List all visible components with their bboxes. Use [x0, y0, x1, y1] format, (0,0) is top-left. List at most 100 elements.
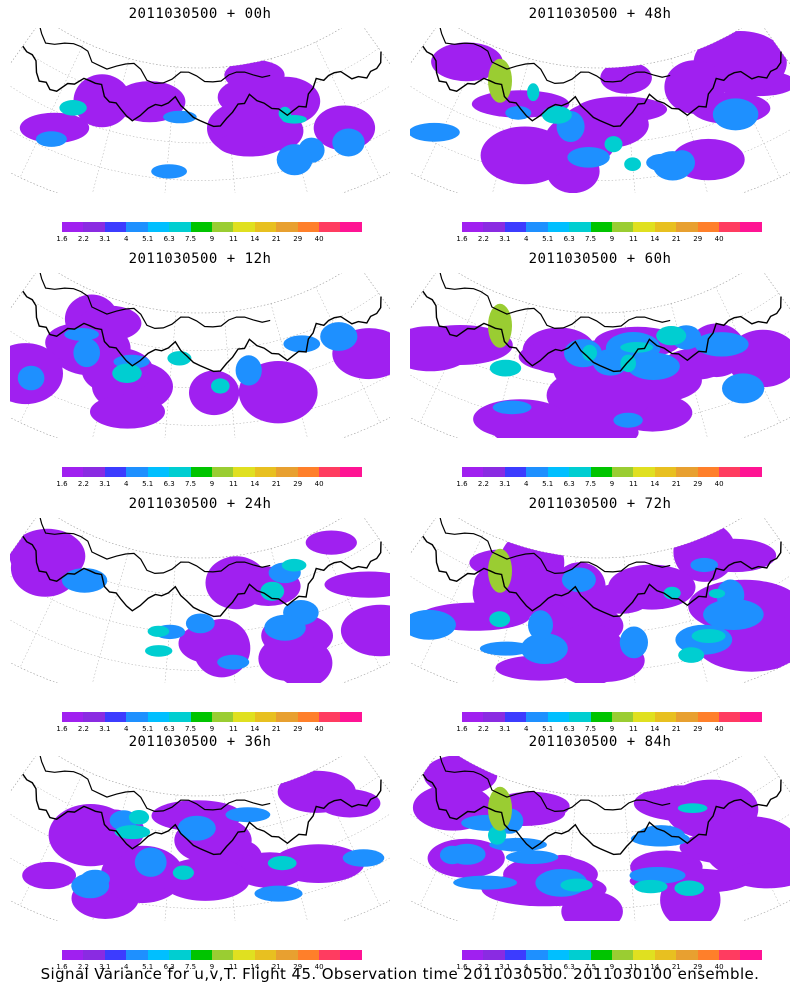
field-region-high	[112, 363, 142, 383]
coastline	[22, 773, 382, 856]
variance-field	[410, 521, 790, 683]
colorbar-swatch	[62, 950, 84, 960]
colorbar-tick-label: 9	[209, 480, 215, 488]
colorbar-swatch	[211, 222, 234, 232]
map-plot	[410, 756, 790, 921]
colorbar-swatch	[62, 222, 84, 232]
colorbar-tick-label: 21	[671, 235, 681, 243]
colorbar-tick-label: 4	[524, 235, 529, 243]
field-region-mid	[629, 867, 686, 884]
colorbar-tick-label: 6.3	[563, 963, 575, 971]
colorbar-swatch	[697, 950, 720, 960]
colorbar-swatch	[211, 467, 234, 477]
coastline-north	[439, 756, 671, 813]
colorbar-swatch	[547, 712, 570, 722]
colorbar-tick-label: 3.1	[499, 963, 511, 971]
colorbar-swatch	[504, 712, 527, 722]
colorbar-swatch	[340, 950, 362, 960]
panel-title: 2011030500 + 60h	[528, 251, 672, 267]
colorbar-tick-label: 29	[693, 235, 703, 243]
field-region-mid	[17, 365, 45, 391]
colorbar	[62, 467, 362, 477]
colorbar-swatch	[483, 950, 505, 960]
colorbar-tick-label: 5.1	[142, 963, 154, 971]
colorbar-tick-label: 7.5	[184, 963, 197, 971]
field-region-low	[73, 74, 131, 128]
field-region-mid	[177, 815, 216, 841]
colorbar-swatch	[104, 950, 127, 960]
field-region-low	[324, 571, 390, 598]
field-region-mid	[151, 164, 188, 179]
field-region-high	[674, 880, 705, 896]
panel-title: 2011030500 + 48h	[528, 6, 672, 22]
field-region-high	[708, 588, 726, 599]
colorbar-tick-label: 1.6	[56, 963, 68, 971]
longitude-gridline	[623, 794, 636, 921]
colorbar-swatch	[83, 467, 105, 477]
colorbar-tick-label: 3.1	[99, 725, 111, 733]
colorbar-swatch	[83, 712, 105, 722]
field-region-peak	[488, 303, 512, 348]
panel-title: 2011030500 + 24h	[128, 496, 272, 512]
field-region-low	[553, 623, 627, 683]
panel-84h: 2011030500 + 84h 1.6 2.2 3.1 4 5.1 6.3 7.5 9 11 1…	[400, 728, 800, 973]
colorbar-swatch	[319, 950, 341, 960]
colorbar	[462, 712, 762, 722]
field-region-low	[546, 367, 653, 424]
colorbar-swatch	[254, 712, 277, 722]
field-region-mid	[506, 850, 559, 864]
colorbar-tick-label: 40	[714, 235, 724, 243]
field-region-peak	[488, 58, 512, 103]
field-region-mid	[163, 110, 197, 124]
colorbar-tick-label: 3.1	[499, 725, 511, 733]
colorbar-swatch	[504, 950, 527, 960]
colorbar-tick-label: 2.2	[77, 480, 89, 488]
colorbar-tick-label: 5.1	[142, 235, 154, 243]
field-region-mid	[479, 641, 533, 656]
colorbar-tick-label: 1.6	[456, 480, 468, 488]
colorbar-tick-label: 4	[124, 480, 129, 488]
colorbar-tick-label: 40	[314, 725, 324, 733]
field-region-mid	[627, 352, 680, 380]
colorbar-swatch	[633, 950, 655, 960]
field-region-mid	[80, 869, 110, 889]
field-region-mid	[225, 807, 271, 823]
colorbar-tick-label: 40	[714, 963, 724, 971]
colorbar-swatch	[547, 467, 570, 477]
colorbar-swatch	[169, 950, 191, 960]
field-region-low	[160, 857, 251, 901]
colorbar-tick-label: 29	[693, 725, 703, 733]
variance-field	[410, 303, 790, 438]
colorbar-swatch	[633, 467, 655, 477]
colorbar-tick-label: 6.3	[163, 235, 175, 243]
colorbar-tick-label: 6.3	[163, 725, 175, 733]
field-region-mid	[505, 106, 532, 120]
colorbar-tick-label: 6.3	[163, 480, 175, 488]
coastline-north	[439, 273, 671, 330]
field-region-mid	[410, 122, 460, 142]
colorbar-swatch	[676, 467, 698, 477]
colorbar-swatch	[126, 467, 148, 477]
colorbar-tick-label: 4	[524, 963, 529, 971]
colorbar-tick-label: 21	[271, 480, 281, 488]
colorbar-labels: 1.6 2.2 3.1 4 5.1 6.3 7.5 9 11 14 21 29 40	[456, 725, 762, 735]
field-region-high	[267, 856, 297, 871]
colorbar-tick-label: 4	[124, 963, 129, 971]
colorbar-tick-label: 2.2	[477, 235, 489, 243]
colorbar-tick-label: 3.1	[99, 235, 111, 243]
colorbar-tick-label: 11	[228, 235, 238, 243]
field-region-mid	[264, 614, 306, 641]
colorbar-swatch	[190, 712, 212, 722]
colorbar-tick-label: 7.5	[584, 480, 597, 488]
colorbar-tick-label: 5.1	[542, 963, 554, 971]
field-region-mid	[283, 335, 321, 353]
colorbar-tick-label: 14	[650, 480, 660, 488]
colorbar-tick-label: 5.1	[142, 725, 154, 733]
colorbar-tick-label: 9	[609, 235, 615, 243]
colorbar-swatch	[169, 712, 191, 722]
field-region-mid	[567, 147, 610, 168]
field-region-mid	[35, 131, 67, 147]
field-region-high	[281, 558, 307, 572]
colorbar-tick-label: 4	[524, 725, 529, 733]
colorbar-labels: 1.6 2.2 3.1 4 5.1 6.3 7.5 9 11 14 21 29 40	[456, 480, 762, 490]
